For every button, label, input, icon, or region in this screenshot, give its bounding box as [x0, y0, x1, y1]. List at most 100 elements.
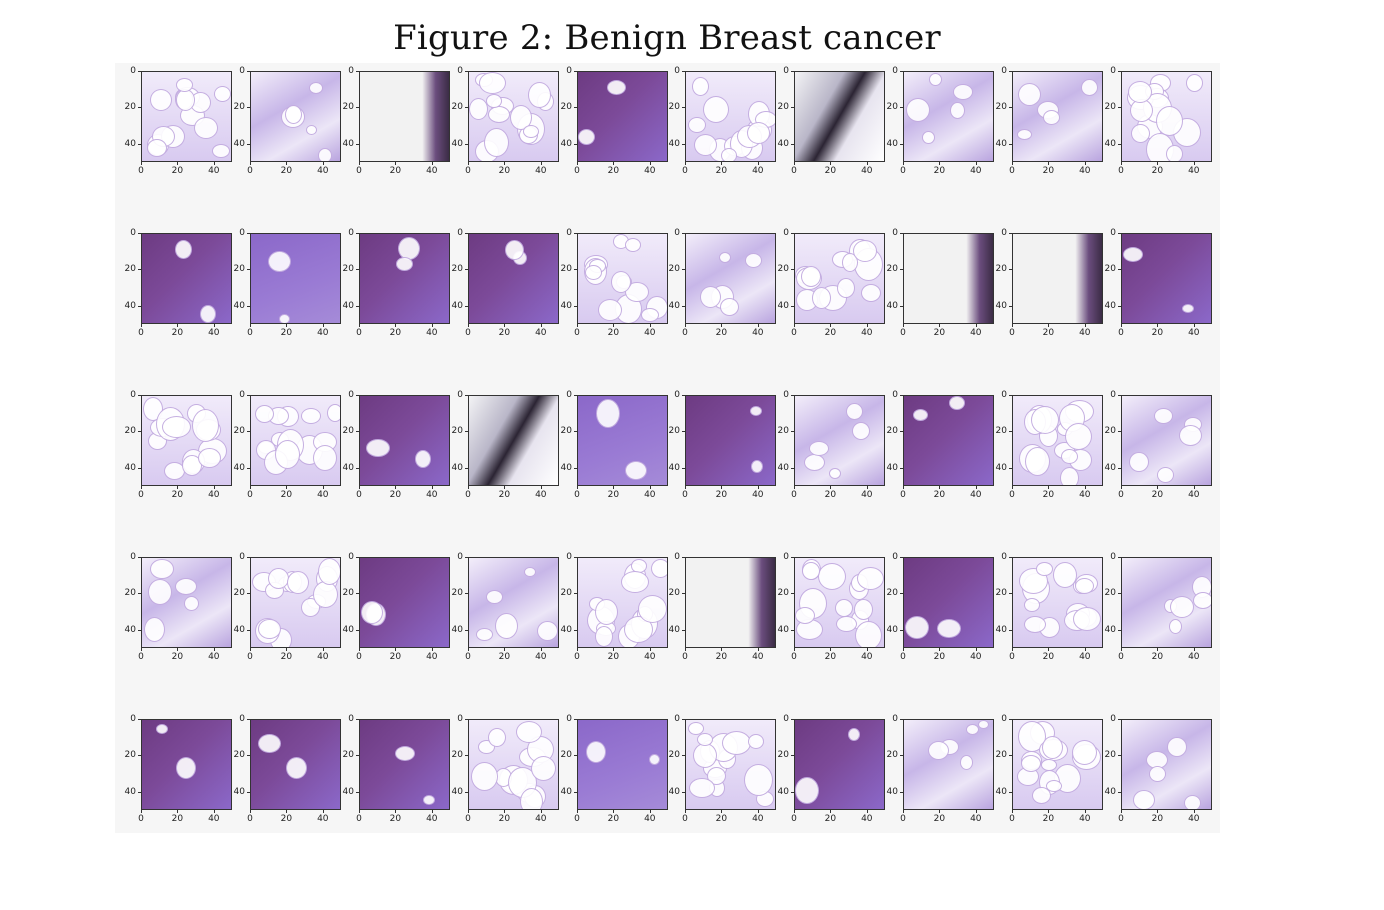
y-tick-mark	[247, 557, 250, 558]
fat-cell	[1123, 247, 1143, 262]
x-tick-label: 20	[824, 490, 837, 500]
x-tick-label: 0	[900, 328, 906, 338]
fat-cell	[804, 454, 825, 471]
y-tick-label: 0	[457, 552, 463, 562]
y-tick-mark	[682, 395, 685, 396]
y-tick-label: 0	[130, 390, 136, 400]
x-tick-mark	[757, 162, 759, 165]
x-tick-mark	[250, 648, 251, 651]
y-tick-mark	[574, 467, 577, 469]
fat-cell	[829, 468, 841, 479]
x-tick-label: 40	[1188, 490, 1200, 500]
fat-cell	[318, 148, 332, 161]
y-tick-label: 40	[1104, 462, 1116, 473]
y-tick-label: 20	[560, 588, 572, 599]
y-tick-mark	[1118, 719, 1121, 720]
x-tick-mark	[721, 162, 723, 165]
x-tick-mark	[540, 810, 542, 813]
y-tick-mark	[574, 143, 577, 145]
fat-cell	[528, 82, 551, 108]
fat-cell	[861, 284, 881, 302]
y-tick-mark	[465, 431, 468, 433]
y-tick-mark	[1118, 467, 1121, 469]
y-tick-mark	[1009, 269, 1012, 271]
fat-cell	[1193, 592, 1211, 609]
y-tick-label: 40	[777, 624, 789, 635]
fat-cell	[929, 73, 942, 86]
fat-cell	[621, 571, 649, 593]
x-tick-mark	[322, 324, 324, 327]
x-tick-mark	[395, 648, 397, 651]
x-tick-label: 0	[138, 652, 144, 662]
fat-cell	[1166, 145, 1183, 161]
y-tick-mark	[682, 593, 685, 595]
y-tick-mark	[356, 629, 359, 631]
fat-cell	[748, 734, 764, 749]
histology-image	[141, 557, 232, 648]
x-tick-mark	[141, 648, 142, 651]
fat-cell	[744, 764, 773, 796]
fat-cell	[906, 98, 930, 122]
histology-image	[903, 233, 994, 324]
fat-cell	[688, 722, 704, 735]
histology-image	[1012, 71, 1103, 162]
fat-cell	[598, 299, 622, 321]
x-tick-mark	[1012, 324, 1013, 327]
histology-image	[468, 71, 559, 162]
y-tick-label: 0	[239, 390, 245, 400]
fat-cell	[486, 94, 502, 108]
y-tick-label: 0	[1110, 552, 1116, 562]
fat-cell	[1061, 449, 1078, 464]
x-tick-mark	[903, 810, 904, 813]
fat-cell	[214, 86, 231, 102]
x-tick-mark	[866, 486, 868, 489]
y-tick-label: 20	[668, 426, 680, 437]
x-tick-label: 20	[389, 328, 402, 338]
histology-image	[359, 557, 450, 648]
fat-cell	[198, 448, 221, 468]
x-tick-mark	[468, 486, 469, 489]
y-tick-label: 0	[566, 66, 572, 76]
x-tick-label: 40	[1079, 490, 1091, 500]
x-tick-label: 20	[1151, 328, 1164, 338]
y-tick-mark	[682, 629, 685, 631]
fat-cell	[194, 117, 218, 139]
x-tick-mark	[213, 486, 215, 489]
y-tick-label: 40	[124, 138, 136, 149]
x-tick-mark	[395, 486, 397, 489]
fat-cell	[1170, 596, 1194, 618]
y-tick-label: 20	[342, 750, 354, 761]
x-tick-mark	[613, 486, 615, 489]
fat-cell	[176, 89, 195, 111]
fat-cell	[268, 251, 291, 272]
y-tick-mark	[791, 467, 794, 469]
y-tick-mark	[247, 143, 250, 145]
fat-cell	[309, 82, 323, 94]
fat-cell	[649, 754, 660, 765]
y-tick-mark	[465, 305, 468, 307]
y-tick-mark	[247, 467, 250, 469]
x-tick-mark	[939, 162, 941, 165]
x-tick-label: 20	[389, 814, 402, 824]
x-tick-label: 0	[900, 652, 906, 662]
x-tick-mark	[649, 162, 651, 165]
x-tick-mark	[577, 810, 578, 813]
y-tick-mark	[574, 269, 577, 271]
x-tick-mark	[1193, 324, 1195, 327]
y-tick-label: 20	[668, 750, 680, 761]
x-tick-label: 40	[970, 490, 982, 500]
x-tick-label: 40	[861, 328, 873, 338]
histology-image	[250, 233, 341, 324]
y-tick-label: 40	[668, 786, 680, 797]
y-tick-label: 20	[1104, 102, 1116, 113]
y-tick-mark	[682, 305, 685, 307]
x-tick-mark	[794, 486, 795, 489]
x-tick-label: 0	[791, 490, 797, 500]
x-tick-label: 40	[644, 166, 656, 176]
x-tick-mark	[1084, 486, 1086, 489]
y-tick-mark	[574, 233, 577, 234]
fat-cell	[1081, 79, 1098, 96]
x-tick-mark	[177, 324, 179, 327]
x-tick-label: 0	[791, 328, 797, 338]
fat-cell	[175, 240, 192, 259]
